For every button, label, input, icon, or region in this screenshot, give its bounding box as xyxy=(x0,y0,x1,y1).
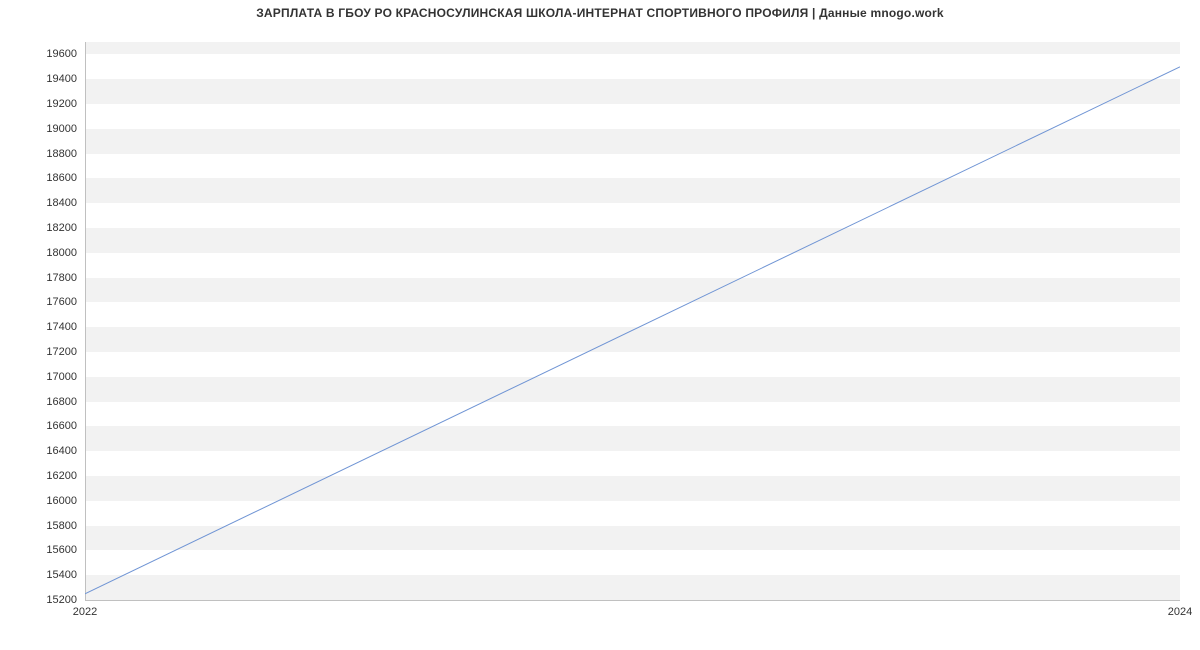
y-tick-label: 16400 xyxy=(0,445,77,457)
x-axis-line xyxy=(85,600,1180,601)
y-tick-label: 17800 xyxy=(0,272,77,284)
y-tick-label: 17400 xyxy=(0,321,77,333)
y-tick-label: 18800 xyxy=(0,148,77,160)
series-line xyxy=(85,67,1180,594)
y-tick-label: 16600 xyxy=(0,420,77,432)
plot-area xyxy=(85,42,1180,600)
y-tick-label: 18200 xyxy=(0,222,77,234)
y-tick-label: 15600 xyxy=(0,544,77,556)
y-tick-label: 15400 xyxy=(0,569,77,581)
y-tick-label: 17000 xyxy=(0,371,77,383)
y-tick-label: 19000 xyxy=(0,123,77,135)
y-tick-label: 16200 xyxy=(0,470,77,482)
y-tick-label: 19600 xyxy=(0,48,77,60)
y-tick-label: 15200 xyxy=(0,594,77,606)
x-tick-label: 2022 xyxy=(73,606,97,618)
y-tick-label: 18600 xyxy=(0,172,77,184)
line-layer xyxy=(85,42,1180,600)
y-tick-label: 18400 xyxy=(0,197,77,209)
y-tick-label: 16800 xyxy=(0,396,77,408)
y-tick-label: 19400 xyxy=(0,73,77,85)
y-tick-label: 17200 xyxy=(0,346,77,358)
y-tick-label: 19200 xyxy=(0,98,77,110)
y-tick-label: 18000 xyxy=(0,247,77,259)
y-tick-label: 15800 xyxy=(0,520,77,532)
chart-container: { "chart": { "type": "line", "title": "З… xyxy=(0,0,1200,650)
y-tick-label: 16000 xyxy=(0,495,77,507)
x-tick-label: 2024 xyxy=(1168,606,1192,618)
y-tick-label: 17600 xyxy=(0,296,77,308)
chart-title: ЗАРПЛАТА В ГБОУ РО КРАСНОСУЛИНСКАЯ ШКОЛА… xyxy=(0,6,1200,20)
